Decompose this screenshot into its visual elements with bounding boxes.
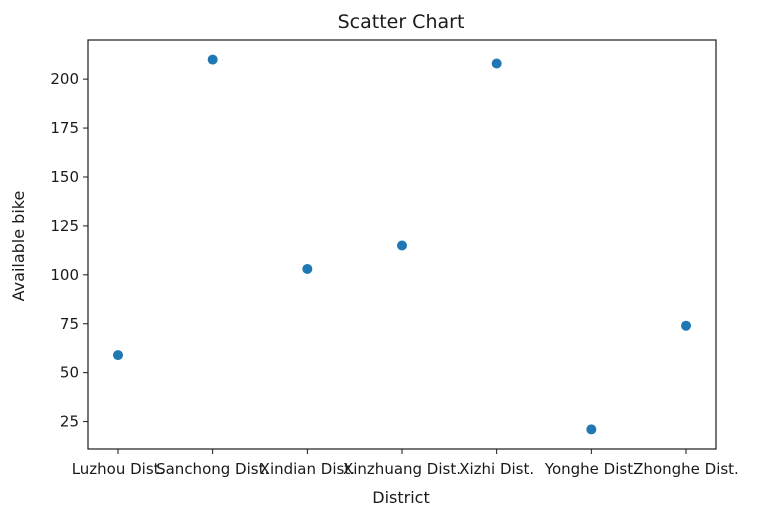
chart-title: Scatter Chart [338,11,465,33]
data-point [681,320,691,331]
y-axis-label: Available bike [9,191,28,302]
y-tick-label: 50 [60,364,79,382]
data-point [586,424,597,435]
x-tick-label: Xindian Dist. [260,460,355,478]
data-point [491,58,502,69]
x-tick-label: Zhonghe Dist. [633,460,739,478]
data-points [113,54,691,435]
y-tick-label: 125 [50,217,79,235]
data-point [113,350,123,361]
x-tick-label: Sanchong Dist. [156,460,269,478]
data-point [207,54,218,65]
y-tick-label: 100 [50,266,79,284]
x-axis: Luzhou Dist.Sanchong Dist.Xindian Dist.X… [72,449,739,478]
y-tick-label: 200 [50,70,79,88]
y-tick-label: 175 [50,119,79,137]
x-tick-label: Xizhi Dist. [459,460,534,478]
y-tick-label: 150 [50,168,79,186]
data-point [397,240,407,251]
x-tick-label: Xinzhuang Dist. [343,460,461,478]
data-point [302,263,313,274]
x-axis-label: District [372,488,429,507]
x-tick-label: Luzhou Dist. [72,460,165,478]
y-tick-label: 25 [60,413,79,431]
y-axis: 25 50 75 100 125 150 175 200 [50,70,88,431]
y-tick-label: 75 [60,315,79,333]
x-tick-label: Yonghe Dist. [544,460,638,478]
